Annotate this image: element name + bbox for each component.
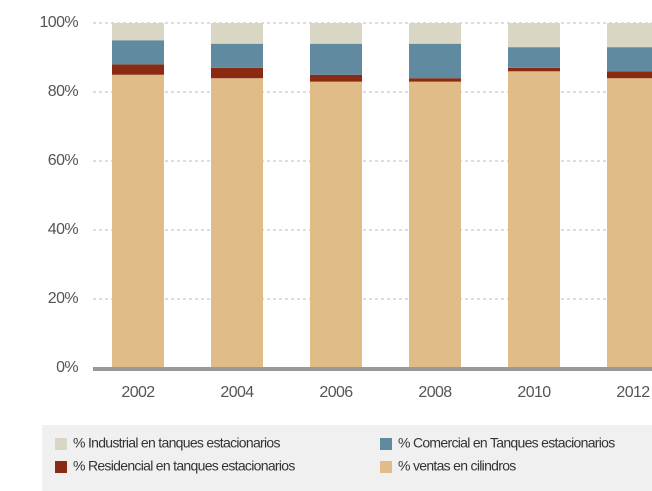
bar-segment (211, 78, 263, 368)
bar-segment (211, 43, 263, 68)
legend-box (42, 425, 652, 491)
bar-segment (409, 23, 461, 44)
x-tick-label: 2006 (319, 384, 353, 401)
y-tick-label: 20% (48, 290, 79, 307)
bar-segment (607, 78, 652, 368)
legend-label: % Comercial en Tanques estacionarios (398, 435, 615, 451)
y-tick-label: 80% (48, 83, 79, 100)
bar-segment (112, 74, 164, 368)
legend-swatch (55, 461, 67, 473)
bar-segment (112, 64, 164, 75)
bar-segment (508, 71, 560, 369)
bar-segment (409, 78, 461, 82)
x-tick-label: 2008 (418, 384, 452, 401)
x-tick-label: 2002 (121, 384, 155, 401)
bar-segment (310, 81, 362, 369)
bar-segment (409, 43, 461, 79)
y-tick-label: 60% (48, 152, 79, 169)
y-tick-label: 40% (48, 221, 79, 238)
bar-segment (409, 81, 461, 369)
legend-swatch (380, 438, 392, 450)
bar-segment (508, 47, 560, 68)
bar-segment (508, 67, 560, 72)
legend-label: % Industrial en tanques estacionarios (73, 435, 280, 451)
legend-label: % ventas en cilindros (398, 458, 516, 474)
legend-label: % Residencial en tanques estacionarios (73, 458, 295, 474)
y-tick-label: 0% (56, 359, 78, 376)
bar-segment (211, 67, 263, 79)
x-tick-label: 2012 (616, 384, 650, 401)
bar-segment (607, 71, 652, 79)
baseline (93, 367, 652, 371)
x-tick-label: 2010 (517, 384, 551, 401)
bar-segment (310, 43, 362, 75)
bar-segment (607, 23, 652, 48)
bar-segment (310, 74, 362, 82)
bar-segment (112, 23, 164, 41)
bar-segment (211, 23, 263, 44)
x-tick-label: 2004 (220, 384, 254, 401)
bar-segment (112, 40, 164, 65)
y-tick-label: 100% (39, 14, 78, 31)
bar-segment (310, 23, 362, 44)
legend-swatch (55, 438, 67, 450)
bar-segment (607, 47, 652, 72)
legend-swatch (380, 461, 392, 473)
bar-segment (508, 23, 560, 48)
